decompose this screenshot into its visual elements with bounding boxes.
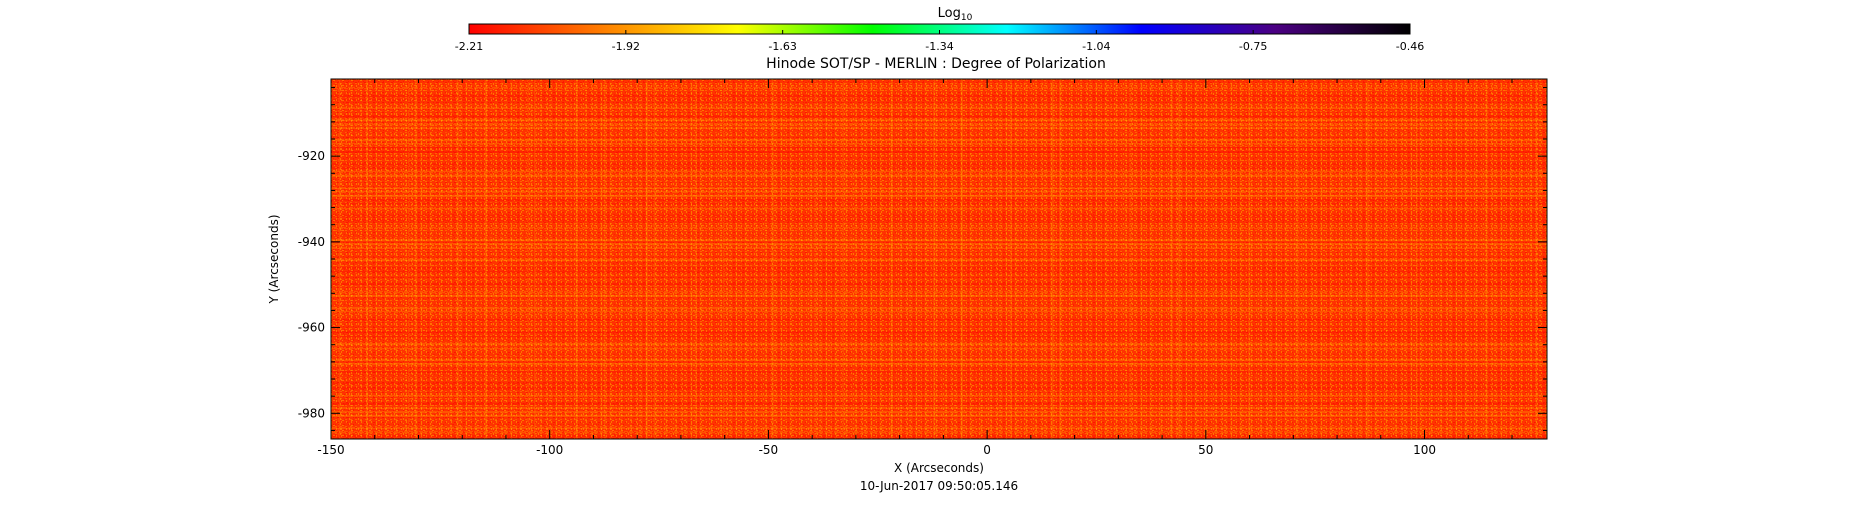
colorbar-tick-label: -1.04: [1082, 40, 1110, 53]
colorbar-tick-label: -1.92: [612, 40, 640, 53]
colorbar-label: Log10: [938, 6, 973, 23]
x-tick-label: -100: [536, 443, 563, 457]
x-tick-label: -50: [759, 443, 779, 457]
colorbar-tick-label: -2.21: [455, 40, 483, 53]
chart-title: Hinode SOT/SP - MERLIN : Degree of Polar…: [766, 56, 1106, 72]
x-tick-label: -150: [317, 443, 344, 457]
y-axis: -920 -940 -960 -980: [298, 87, 1547, 431]
colorbar-tick-label: -0.46: [1396, 40, 1424, 53]
y-tick-label: -940: [298, 235, 325, 249]
colorbar-tick-label: -1.63: [768, 40, 796, 53]
colorbar-tick-label: -1.34: [925, 40, 953, 53]
y-tick-label: -960: [298, 321, 325, 335]
colorbar-label-base: Log: [938, 6, 961, 21]
colorbar: Log10 -2.21 -1.92 -1.63 -1.34 -1.04 -0.75 -0.4…: [455, 6, 1424, 53]
plot-area: -150 -100 -50 0 50 100 -920 -940 -960 -980: [298, 78, 1548, 457]
timestamp: 10-Jun-2017 09:50:05.146: [860, 479, 1018, 493]
x-tick-label: 0: [983, 443, 991, 457]
x-tick-label: 100: [1413, 443, 1436, 457]
colorbar-label-subscript: 10: [961, 13, 973, 23]
y-tick-label: -920: [298, 149, 325, 163]
x-tick-label: 50: [1198, 443, 1213, 457]
colorbar-tick-label: -0.75: [1239, 40, 1267, 53]
heatmap-texture-b: [331, 79, 1547, 439]
x-axis-label: X (Arcseconds): [894, 461, 984, 475]
y-tick-label: -980: [298, 406, 325, 420]
x-axis: -150 -100 -50 0 50 100: [317, 79, 1513, 457]
colorbar-ticks: -2.21 -1.92 -1.63 -1.34 -1.04 -0.75 -0.46: [455, 30, 1424, 53]
y-axis-label: Y (Arcseconds): [267, 214, 281, 304]
